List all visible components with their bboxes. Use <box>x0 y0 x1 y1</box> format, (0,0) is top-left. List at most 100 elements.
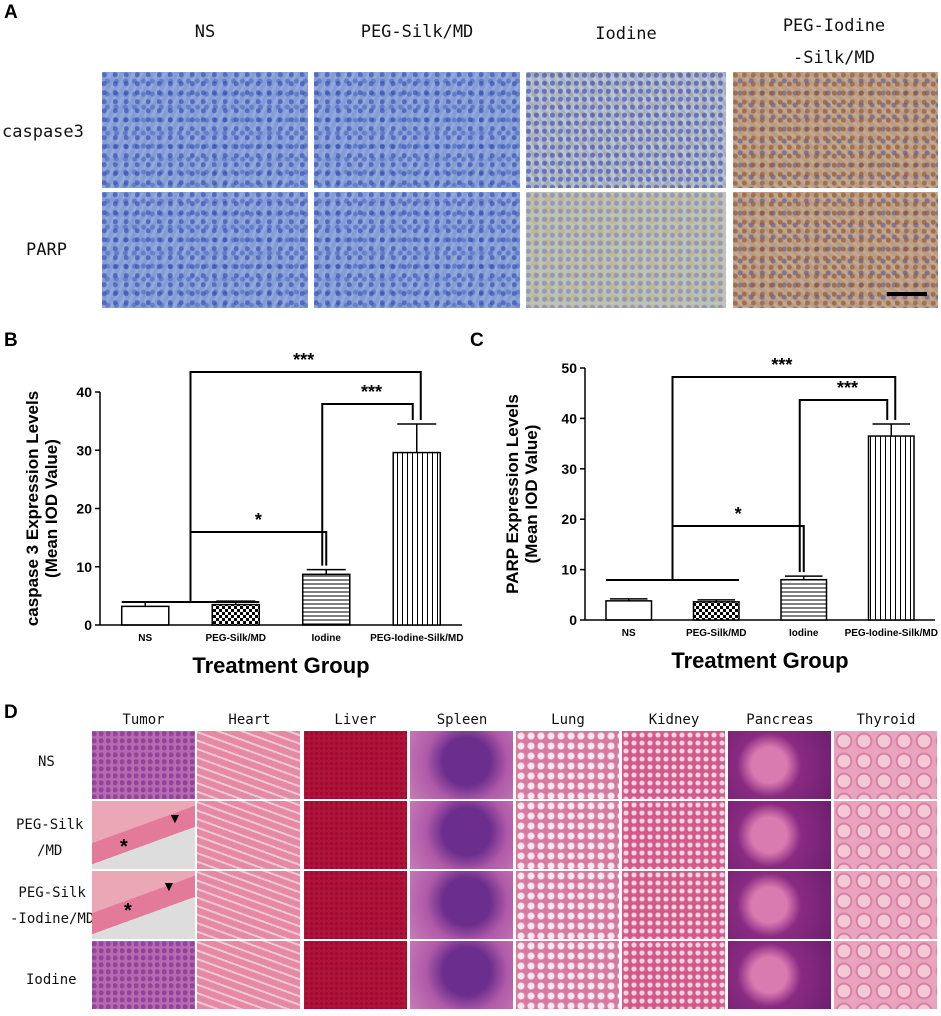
y-axis-label-line-1: (Mean IOD Value) <box>522 425 541 564</box>
sig-label-0: * <box>255 510 262 530</box>
category-label-1: PEG-Silk/MD <box>686 628 747 639</box>
he-image-r1-c3 <box>410 801 513 869</box>
he-image-r1-c1 <box>197 801 300 869</box>
y-tick-label-2: 20 <box>561 511 577 527</box>
y-tick-label-3: 30 <box>76 442 92 458</box>
he-image-r3-c0 <box>92 941 195 1009</box>
ihc-parp-peg-iodine-image <box>733 192 938 308</box>
he-image-r0-c4 <box>516 731 619 799</box>
sig-bracket-0 <box>671 525 805 580</box>
y-axis-label-line-0: caspase 3 Expression Levels <box>23 391 42 626</box>
he-image-r2-c1 <box>197 871 300 939</box>
y-tick-label-1: 10 <box>561 562 577 578</box>
panel-d-row-ns: NS <box>38 754 55 770</box>
bar-3 <box>867 435 915 621</box>
y-tick-label-5: 50 <box>561 360 577 376</box>
panel-a-row-parp: PARP <box>26 240 67 260</box>
panel-a-row-caspase3: caspase3 <box>2 122 84 142</box>
x-axis-label: Treatment Group <box>671 648 848 673</box>
y-tick-label-2: 20 <box>76 501 92 517</box>
bar-1 <box>211 603 261 626</box>
bar-2 <box>780 578 828 621</box>
he-image-r0-c5 <box>622 731 725 799</box>
star-marker-3: * <box>124 900 132 922</box>
category-label-3: PEG-Iodine-Silk/MD <box>845 628 938 639</box>
bar-2 <box>301 573 351 626</box>
x-axis-label: Treatment Group <box>192 653 369 678</box>
panel-d-col-kidney: Kidney <box>648 712 700 728</box>
bar-1 <box>692 601 740 621</box>
panel-d-row-peg-silk-iodine-md: PEG-Silk -Iodine/MD <box>10 885 95 927</box>
panel-d-col-thyroid: Thyroid <box>856 712 916 728</box>
category-label-0: NS <box>622 628 636 639</box>
y-axis-label-line-0: PARP Expression Levels <box>503 394 522 594</box>
category-label-2: Iodine <box>789 628 819 639</box>
panel-letter-d: D <box>4 702 18 723</box>
he-image-r0-c3 <box>410 731 513 799</box>
he-image-r0-c2 <box>304 731 407 799</box>
arrowhead-marker-0: ▼ <box>168 810 182 826</box>
y-axis-label-line-1: (Mean IOD Value) <box>42 439 61 578</box>
chart-b: 0 10 20 30 40 caspase 3 Expression Levels (Mea… <box>23 350 463 678</box>
sig-label-0: * <box>735 504 742 524</box>
category-label-2: Iodine <box>312 633 342 644</box>
he-image-r2-c5 <box>622 871 725 939</box>
y-tick-label-3: 30 <box>561 461 577 477</box>
panel-a-col-ns: NS <box>194 22 216 42</box>
he-image-r2-c4 <box>516 871 619 939</box>
bar-3 <box>392 451 442 626</box>
panel-d-col-tumor: Tumor <box>122 712 165 728</box>
he-image-r0-c7 <box>834 731 937 799</box>
sig-label-1: *** <box>837 378 858 398</box>
ihc-caspase3-iodine-image <box>526 72 726 188</box>
y-tick-label-0: 0 <box>84 617 92 633</box>
star-marker-1: * <box>120 836 128 858</box>
y-tick-label-1: 10 <box>76 559 92 575</box>
panel-d-row-peg-silk-md: PEG-Silk /MD <box>16 817 84 859</box>
he-image-r0-c0 <box>92 731 195 799</box>
panel-a-col-peg-iodine-silk-md: PEG-Iodine -Silk/MD <box>782 16 886 68</box>
panel-a-col-iodine: Iodine <box>595 24 657 44</box>
he-image-r2-c0 <box>92 871 195 939</box>
he-image-r2-c7 <box>834 871 937 939</box>
y-axis-label: PARP Expression Levels (Mean IOD Value) <box>503 394 541 594</box>
sig-bracket-1 <box>798 399 889 573</box>
he-image-r3-c6 <box>728 941 831 1009</box>
he-image-r1-c7 <box>834 801 937 869</box>
panel-d-col-pancreas: Pancreas <box>746 712 814 728</box>
he-image-r1-c2 <box>304 801 407 869</box>
panel-letter-a: A <box>4 2 18 23</box>
y-tick-label-0: 0 <box>569 612 577 628</box>
he-image-r1-c6 <box>728 801 831 869</box>
ihc-caspase3-peg-iodine-image <box>733 72 938 188</box>
he-image-r0-c6 <box>728 731 831 799</box>
bar-0 <box>120 605 170 626</box>
he-image-r3-c2 <box>304 941 407 1009</box>
he-image-r1-c5 <box>622 801 725 869</box>
he-image-r3-c3 <box>410 941 513 1009</box>
y-tick-label-4: 40 <box>561 410 577 426</box>
panel-a-col-peg-silk-md: PEG-Silk/MD <box>360 22 474 42</box>
sig-label-1: *** <box>361 382 382 402</box>
ihc-parp-iodine-image <box>526 192 726 308</box>
sig-bracket-2 <box>189 371 422 602</box>
y-tick-label-4: 40 <box>76 384 92 400</box>
sig-label-2: *** <box>293 350 314 370</box>
chart-c: 0 10 20 30 40 50 PARP Expression Levels (Mean I… <box>503 355 938 673</box>
ihc-parp-ns-image <box>102 192 308 308</box>
y-axis-label: caspase 3 Expression Levels (Mean IOD Val… <box>23 391 61 626</box>
sig-bracket-1 <box>321 403 414 566</box>
sig-bracket-2 <box>671 376 897 580</box>
he-image-r2-c2 <box>304 871 407 939</box>
he-image-r0-c1 <box>197 731 300 799</box>
panel-d-col-heart: Heart <box>228 712 271 728</box>
ihc-caspase3-ns-image <box>102 72 308 188</box>
panel-d-col-liver: Liver <box>334 712 377 728</box>
he-image-r1-c4 <box>516 801 619 869</box>
ihc-parp-peg-silk-image <box>314 192 520 308</box>
he-image-r1-c0 <box>92 801 195 869</box>
bar-0 <box>605 600 653 621</box>
sig-label-2: *** <box>771 355 792 375</box>
he-image-r3-c5 <box>622 941 725 1009</box>
category-label-1: PEG-Silk/MD <box>205 633 266 644</box>
